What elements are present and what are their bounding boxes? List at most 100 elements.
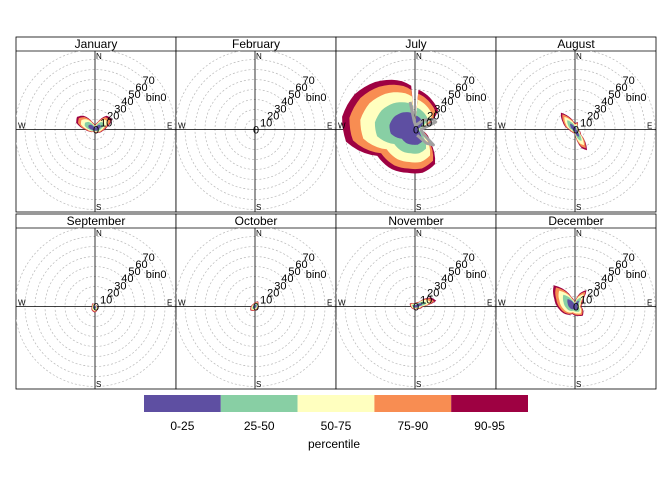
- ring-label: 60: [455, 259, 467, 271]
- ring-label: 60: [615, 82, 627, 94]
- panel-title: September: [67, 214, 126, 228]
- panel-frame: [335, 213, 497, 390]
- ring-label: 40: [441, 96, 453, 108]
- panel-title: August: [557, 37, 595, 51]
- band-0-25: [570, 123, 580, 137]
- ring-label: 30: [274, 280, 286, 292]
- panels: January010203040506070bin0NSEWFebruary01…: [15, 36, 657, 390]
- legend-label: 90-95: [474, 419, 505, 433]
- ring-label: 50: [128, 266, 140, 278]
- ring-unit-label: bin0: [146, 92, 167, 104]
- compass-s: S: [96, 203, 101, 212]
- compass-s: S: [256, 203, 261, 212]
- ring-label: 30: [594, 103, 606, 115]
- band-0-25: [413, 303, 423, 308]
- ring-label: 40: [601, 273, 613, 285]
- ring-label: 10: [420, 294, 432, 306]
- ring-label: 10: [420, 117, 432, 129]
- legend-title: percentile: [308, 437, 360, 451]
- ring-label: 30: [114, 280, 126, 292]
- compass-s: S: [256, 380, 261, 389]
- ring-label: 20: [587, 287, 599, 299]
- ring-label: 50: [128, 89, 140, 101]
- compass-e: E: [647, 299, 652, 308]
- ring-label: 70: [462, 252, 474, 264]
- compass-e: E: [487, 122, 492, 131]
- ring-unit-label: bin0: [626, 269, 647, 281]
- ring-label: 40: [281, 96, 293, 108]
- band-0-25: [93, 305, 96, 309]
- legend-swatch-50-75: [297, 395, 375, 412]
- ring-label: 70: [302, 252, 314, 264]
- ring-label: 30: [114, 103, 126, 115]
- ring-label: 10: [100, 294, 112, 306]
- band-0-25: [253, 304, 257, 309]
- ring-label: 20: [587, 110, 599, 122]
- ring-label: 0: [573, 302, 579, 314]
- compass-n: N: [576, 229, 582, 238]
- ring-label: 40: [121, 96, 133, 108]
- ring-label: 30: [274, 103, 286, 115]
- ring-label: 50: [288, 89, 300, 101]
- ring-label: 60: [615, 259, 627, 271]
- ring-label: 20: [107, 287, 119, 299]
- ring-label: 0: [93, 302, 99, 314]
- ring-label: 60: [295, 259, 307, 271]
- legend-label: 75-90: [397, 419, 428, 433]
- ring-label: 60: [295, 82, 307, 94]
- ring-unit-label: bin0: [306, 269, 327, 281]
- compass-w: W: [178, 299, 186, 308]
- ring-label: 50: [288, 266, 300, 278]
- ring-label: 70: [622, 75, 634, 87]
- compass-s: S: [96, 380, 101, 389]
- compass-e: E: [167, 299, 172, 308]
- compass-n: N: [416, 229, 422, 238]
- compass-w: W: [498, 299, 506, 308]
- compass-e: E: [647, 122, 652, 131]
- compass-e: E: [327, 122, 332, 131]
- ring-label: 60: [135, 259, 147, 271]
- ring-label: 10: [260, 117, 272, 129]
- ring-label: 0: [413, 125, 419, 137]
- band-0-25: [389, 112, 423, 145]
- compass-s: S: [576, 203, 581, 212]
- panel-title: November: [388, 214, 443, 228]
- ring-label: 70: [462, 75, 474, 87]
- legend-label: 50-75: [321, 419, 352, 433]
- ring-label: 60: [455, 82, 467, 94]
- legend-swatch-75-90: [374, 395, 452, 412]
- compass-n: N: [96, 229, 102, 238]
- ring-label: 10: [580, 294, 592, 306]
- ring-label: 20: [267, 110, 279, 122]
- band-0-25: [88, 124, 102, 131]
- panel-title: December: [548, 214, 603, 228]
- ring-label: 50: [448, 89, 460, 101]
- compass-n: N: [416, 52, 422, 61]
- outlier-line: [408, 101, 438, 147]
- ring-label: 0: [253, 125, 259, 137]
- ring-label: 20: [267, 287, 279, 299]
- panel-title: October: [235, 214, 278, 228]
- compass-e: E: [487, 299, 492, 308]
- ring-label: 40: [601, 96, 613, 108]
- compass-w: W: [18, 122, 26, 131]
- ring-label: 0: [573, 125, 579, 137]
- legend: percentile 0-25 25-50 50-75 75-90 90-95: [144, 395, 528, 451]
- compass-e: E: [167, 122, 172, 131]
- panel-title: February: [232, 37, 280, 51]
- legend-swatch-90-95: [451, 395, 528, 412]
- ring-label: 70: [142, 252, 154, 264]
- ring-unit-label: bin0: [306, 92, 327, 104]
- ring-label: 0: [253, 302, 259, 314]
- legend-label: 0-25: [170, 419, 194, 433]
- band-25-50: [84, 121, 105, 132]
- ring-label: 10: [260, 294, 272, 306]
- compass-n: N: [256, 229, 262, 238]
